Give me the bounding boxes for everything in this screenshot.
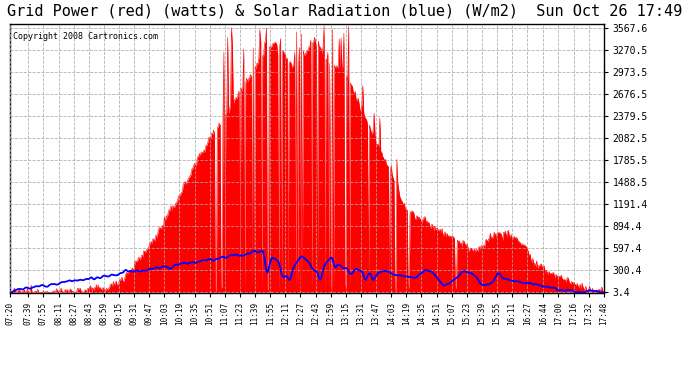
Text: Copyright 2008 Cartronics.com: Copyright 2008 Cartronics.com	[13, 32, 158, 41]
Text: Grid Power (red) (watts) & Solar Radiation (blue) (W/m2)  Sun Oct 26 17:49: Grid Power (red) (watts) & Solar Radiati…	[8, 4, 682, 19]
